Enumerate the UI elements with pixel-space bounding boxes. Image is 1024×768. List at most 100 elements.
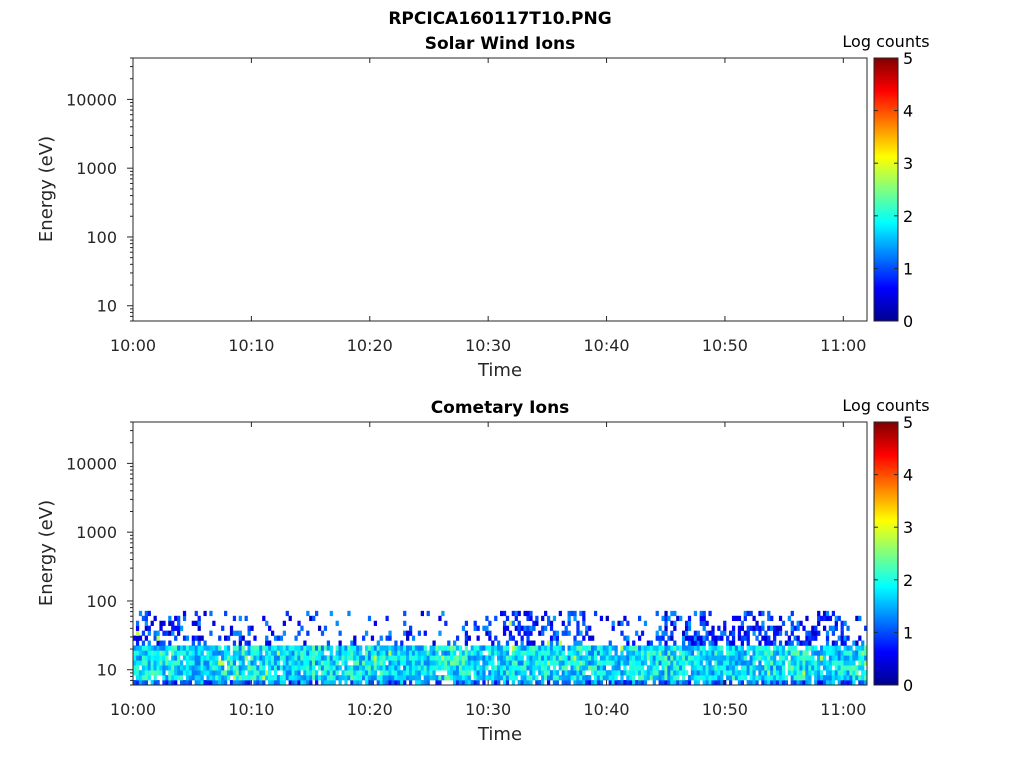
heatmap-cell <box>520 640 524 646</box>
heatmap-cell <box>212 675 216 681</box>
heatmap-cell <box>232 670 237 676</box>
heatmap-cell <box>740 660 744 666</box>
heatmap-cell <box>347 670 351 676</box>
heatmap-cell <box>353 635 357 641</box>
heatmap-cell <box>294 645 298 651</box>
heatmap-cell <box>632 675 636 681</box>
heatmap-cell <box>320 650 325 656</box>
heatmap-cell <box>729 640 733 646</box>
heatmap-cell <box>309 645 313 651</box>
heatmap-cell <box>529 640 533 646</box>
heatmap-cell <box>282 620 286 626</box>
heatmap-cell <box>168 675 172 681</box>
heatmap-cell <box>241 680 245 685</box>
heatmap-cell <box>667 660 671 666</box>
heatmap-cell <box>150 670 154 676</box>
heatmap-cell <box>344 675 348 681</box>
heatmap-cell <box>582 645 586 651</box>
heatmap-cell <box>526 680 530 685</box>
heatmap-cell <box>447 675 451 681</box>
panel-cometary-ions: Cometary Ions 10:00 10:10 10:20 10:30 10:40 1… <box>36 396 930 745</box>
heatmap-cell <box>215 670 219 676</box>
heatmap-cell <box>517 680 521 685</box>
heatmap-cell <box>179 670 184 676</box>
heatmap-cell <box>746 650 750 656</box>
heatmap-cell <box>291 680 295 685</box>
heatmap-cell <box>429 655 433 661</box>
heatmap-cell <box>611 665 615 671</box>
heatmap-cell <box>491 650 495 656</box>
heatmap-cell <box>153 675 157 681</box>
heatmap-cell <box>473 680 477 685</box>
heatmap-cell <box>350 640 354 646</box>
heatmap-cell <box>200 645 204 651</box>
heatmap-cell <box>561 670 565 676</box>
heatmap-cell <box>473 670 477 676</box>
heatmap-cell <box>364 675 369 681</box>
heatmap-cell <box>329 645 333 651</box>
heatmap-cell <box>338 655 342 661</box>
heatmap-cell <box>585 630 589 636</box>
heatmap-cell <box>215 675 219 681</box>
y-tick-label: 10000 <box>66 90 117 109</box>
heatmap-cell <box>502 645 507 651</box>
heatmap-cell <box>699 615 703 622</box>
heatmap-cell <box>708 675 712 681</box>
heatmap-cell <box>855 650 859 656</box>
heatmap-cell <box>253 660 257 666</box>
heatmap-cell <box>670 610 674 617</box>
heatmap-cell <box>174 665 178 671</box>
heatmap-cell <box>852 675 856 681</box>
heatmap-cell <box>591 645 595 651</box>
heatmap-cell <box>294 655 298 661</box>
heatmap-cell <box>570 665 574 671</box>
heatmap-cell <box>203 660 207 666</box>
heatmap-cell <box>168 630 172 636</box>
heatmap-cell <box>814 680 818 685</box>
heatmap-cell <box>400 660 404 666</box>
heatmap-cell <box>849 665 853 671</box>
heatmap-cell <box>541 670 545 676</box>
heatmap-cell <box>620 655 624 661</box>
heatmap-cell <box>174 635 178 641</box>
heatmap-cell <box>362 670 366 676</box>
heatmap-cell <box>576 680 580 685</box>
x-tick-label: 10:40 <box>583 700 629 719</box>
heatmap-cell <box>505 640 510 646</box>
heatmap-cell <box>708 645 712 651</box>
heatmap-cell <box>652 675 656 681</box>
heatmap-cell <box>637 670 642 676</box>
heatmap-cell <box>840 660 844 666</box>
heatmap-cell <box>834 670 838 676</box>
heatmap-cell <box>702 665 706 671</box>
heatmap-cell <box>350 650 354 656</box>
heatmap-cell <box>828 675 833 681</box>
heatmap-cell <box>658 655 662 661</box>
heatmap-cell <box>391 650 395 656</box>
heatmap-cell <box>282 630 286 636</box>
heatmap-cell <box>726 670 730 676</box>
heatmap-cell <box>632 665 636 671</box>
heatmap-cell <box>332 655 336 661</box>
heatmap-cell <box>279 635 284 641</box>
heatmap-cell <box>790 640 794 646</box>
heatmap-cell <box>382 650 386 656</box>
heatmap-cell <box>670 665 674 671</box>
heatmap-cell <box>729 630 733 636</box>
heatmap-cell <box>805 640 809 646</box>
heatmap-cell <box>414 650 419 656</box>
heatmap-cell <box>858 650 862 656</box>
heatmap-cell <box>579 660 583 666</box>
heatmap-cell <box>611 675 615 681</box>
heatmap-cell <box>802 625 806 631</box>
heatmap-cell <box>532 670 536 676</box>
heatmap-cell <box>179 680 184 685</box>
heatmap-cell <box>655 610 659 617</box>
heatmap-cell <box>379 680 383 685</box>
heatmap-cell <box>526 675 530 681</box>
heatmap-cell <box>461 670 466 676</box>
heatmap-cell <box>793 665 797 671</box>
heatmap-cell <box>455 680 460 685</box>
heatmap-cell <box>555 640 560 646</box>
